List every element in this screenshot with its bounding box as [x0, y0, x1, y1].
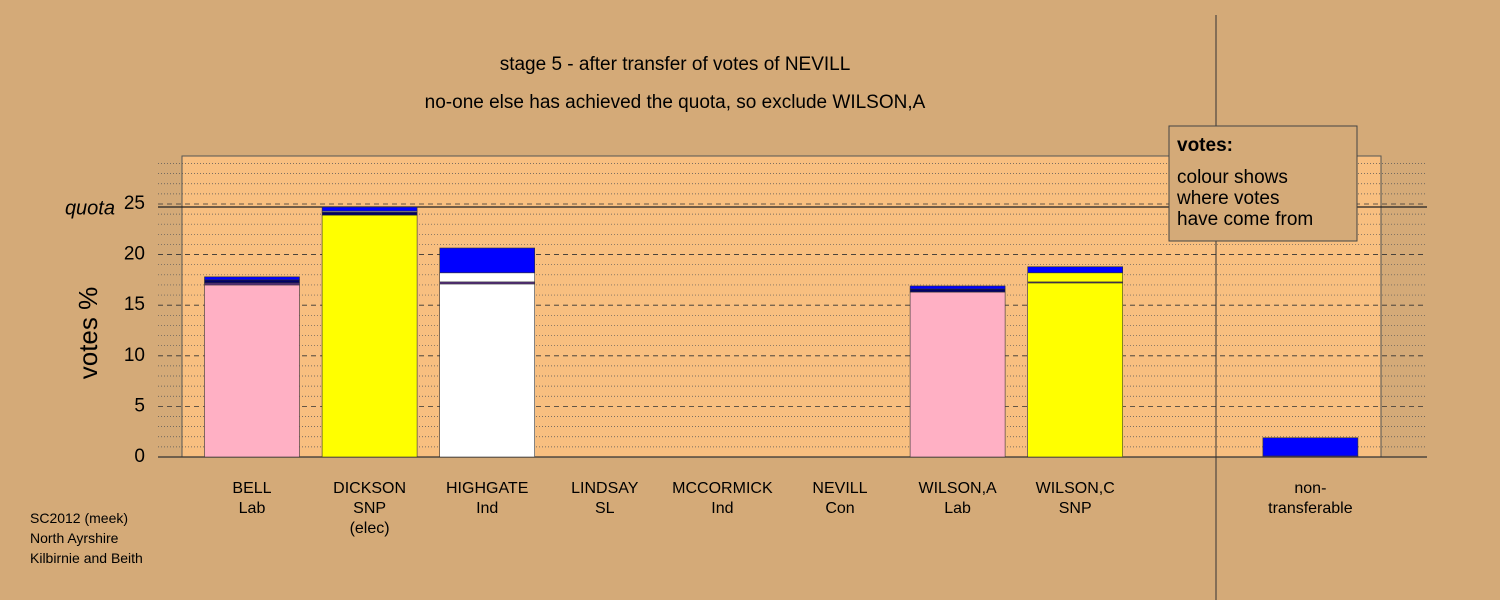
y-tick-label: 15 [124, 294, 145, 315]
legend-text: where votes [1176, 188, 1279, 209]
bar-segment [439, 247, 536, 274]
y-tick-label: 25 [124, 193, 145, 214]
footnote: North Ayrshire [30, 530, 119, 546]
y-tick-label: 10 [124, 345, 145, 366]
bar-segment [1027, 272, 1123, 283]
bar-segment [1027, 266, 1123, 274]
bar-segment [909, 291, 1006, 458]
bar-segment [321, 206, 418, 212]
legend-text: colour shows [1177, 167, 1288, 188]
bar-segment [204, 276, 300, 281]
footnote: SC2012 (meek) [30, 510, 129, 526]
x-tick-label: HIGHGATE Ind [446, 480, 529, 517]
bar-segment [1027, 282, 1123, 458]
legend-box [1168, 125, 1358, 242]
x-tick-label: BELL Lab [232, 480, 272, 517]
y-tick-label: 5 [134, 395, 145, 416]
y-tick-label: 20 [124, 244, 145, 265]
legend-title: votes: [1177, 135, 1233, 156]
x-tick-label: MCCORMICK Ind [672, 480, 773, 517]
bar-segment [321, 214, 418, 458]
bar-segment [204, 284, 300, 458]
y-axis-label: votes % [73, 287, 103, 380]
bar-segment [909, 288, 1006, 293]
x-tick-label: NEVILL Con [812, 480, 868, 517]
x-tick-label: LINDSAY SL [571, 480, 639, 517]
bar-segment [439, 283, 536, 458]
quota-label: quota [65, 197, 115, 219]
x-tick-label: WILSON,A Lab [918, 480, 997, 517]
bar-segment [909, 285, 1006, 290]
chart-title: stage 5 - after transfer of votes of NEV… [500, 54, 851, 75]
x-tick-label: DICKSON SNP (elec) [333, 480, 407, 537]
x-tick-label: WILSON,C SNP [1035, 480, 1115, 517]
x-tick-label: non- transferable [1268, 480, 1353, 517]
legend-text: have come from [1177, 209, 1313, 230]
chart-subtitle: no-one else has achieved the quota, so e… [425, 92, 926, 113]
bar-segment [204, 279, 300, 284]
bar-segment [1262, 437, 1359, 457]
bar-segment [204, 282, 300, 286]
bar-segment [439, 272, 536, 283]
y-tick-label: 0 [134, 446, 145, 467]
bar-segment [321, 211, 418, 216]
footnote: Kilbirnie and Beith [30, 550, 143, 566]
bar-segment [439, 281, 536, 285]
